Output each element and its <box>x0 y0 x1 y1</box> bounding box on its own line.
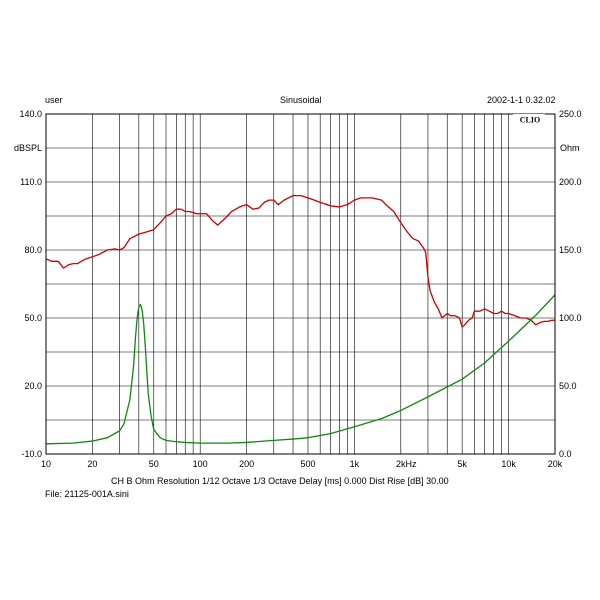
y-right-tick-label: 150.0 <box>559 245 582 255</box>
header-mode: Sinusoidal <box>280 95 322 105</box>
spl-curve <box>45 194 555 328</box>
clio-logo: CLIO <box>520 116 540 125</box>
x-tick-label: 10k <box>501 459 516 469</box>
y-right-tick-label: 250.0 <box>559 109 582 119</box>
footer-settings: CH B Ohm Resolution 1/12 Octave 1/3 Octa… <box>111 476 449 486</box>
y-right-tick-label: 200.0 <box>559 177 582 187</box>
x-tick-label: 20k <box>548 459 563 469</box>
x-tick-label: 1k <box>350 459 360 469</box>
x-tick-label: 50 <box>149 459 159 469</box>
y-left-tick-label: 140.0 <box>19 109 42 119</box>
tick-labels: 140.0110.080.050.020.0-10.0250.0200.0150… <box>19 109 581 469</box>
plot-frame <box>45 113 556 455</box>
x-tick-label: 2k <box>396 459 406 469</box>
y-left-tick-label: 80.0 <box>24 245 42 255</box>
header-datetime: 2002-1-1 0.32.02 <box>487 95 556 105</box>
x-tick-label: 200 <box>239 459 254 469</box>
impedance-curve <box>45 294 556 445</box>
x-tick-label: 10 <box>41 459 51 469</box>
clio-logo-box <box>513 114 545 125</box>
x-tick-label: 5k <box>457 459 467 469</box>
y-right-tick-label: 0.0 <box>559 449 572 459</box>
x-tick-label: 100 <box>193 459 208 469</box>
y-left-tick-label: 20.0 <box>24 381 42 391</box>
y-right-axis-label: Ohm <box>560 143 580 153</box>
footer-file: File: 21125-001A.sini <box>45 489 129 499</box>
y-right-tick-label: 50.0 <box>559 381 577 391</box>
y-left-tick-label: -10.0 <box>21 449 42 459</box>
x-unit-label: Hz <box>406 459 417 469</box>
y-left-tick-label: 110.0 <box>20 177 42 187</box>
y-left-axis-label: dBSPL <box>14 143 43 153</box>
header-user: user <box>45 95 63 105</box>
x-tick-label: 20 <box>87 459 97 469</box>
y-right-tick-label: 100.0 <box>559 313 582 323</box>
y-left-tick-label: 50.0 <box>24 313 42 323</box>
x-tick-label: 500 <box>300 459 315 469</box>
grid <box>46 114 555 454</box>
series-layer <box>45 194 556 445</box>
